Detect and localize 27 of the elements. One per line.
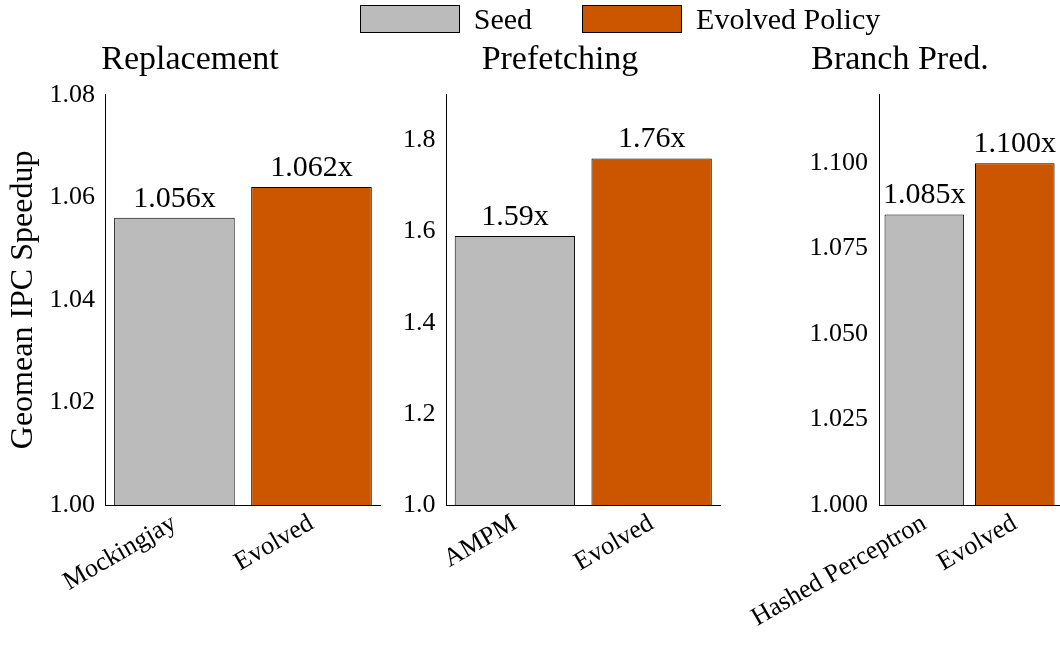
y-tick-label: 1.00 xyxy=(49,488,95,518)
y-axis-title: Geomean IPC Speedup xyxy=(2,150,39,450)
data-label: 1.056x xyxy=(133,179,216,213)
y-tick-label: 1.075 xyxy=(809,232,869,262)
data-label: 1.100x xyxy=(973,125,1057,159)
y-tick-label: 1.025 xyxy=(809,403,869,433)
chart-title: Branch Pred. xyxy=(811,39,989,77)
y-tick-label: 1.8 xyxy=(403,124,436,154)
y-tick-label: 1.06 xyxy=(49,181,95,211)
y-tick-label: 1.0 xyxy=(403,488,436,518)
y-tick-label: 1.100 xyxy=(809,146,869,176)
data-label: 1.76x xyxy=(617,120,686,154)
y-tick-label: 1.04 xyxy=(49,283,95,313)
chart-title: Replacement xyxy=(101,39,280,77)
y-tick-label: 1.6 xyxy=(403,215,436,245)
chart-title: Prefetching xyxy=(481,39,639,77)
data-label: 1.59x xyxy=(481,197,549,231)
data-label: 1.062x xyxy=(270,148,353,182)
legend-label: Evolved Policy xyxy=(696,2,881,36)
y-tick-label: 1.2 xyxy=(403,397,436,427)
legend-label: Seed xyxy=(473,2,533,36)
y-tick-label: 1.4 xyxy=(403,306,436,336)
y-tick-label: 1.08 xyxy=(49,78,95,108)
y-tick-label: 1.000 xyxy=(809,488,869,518)
data-label: 1.085x xyxy=(883,176,966,210)
y-tick-label: 1.050 xyxy=(809,317,869,347)
y-tick-label: 1.02 xyxy=(49,386,95,416)
